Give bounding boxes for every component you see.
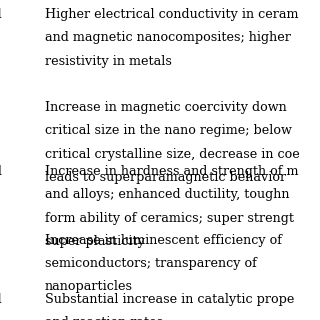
Text: nanoparticles: nanoparticles	[45, 280, 133, 293]
Text: Substantial increase in catalytic prope: Substantial increase in catalytic prope	[45, 293, 294, 306]
Text: and alloys; enhanced ductility, toughn: and alloys; enhanced ductility, toughn	[45, 188, 289, 201]
Text: critical size in the nano regime; below: critical size in the nano regime; below	[45, 124, 292, 137]
Text: leads to superparamagnetic behavior: leads to superparamagnetic behavior	[45, 171, 286, 184]
Text: Higher electrical conductivity in ceram: Higher electrical conductivity in ceram	[45, 8, 298, 21]
Text: critical crystalline size, decrease in coe: critical crystalline size, decrease in c…	[45, 148, 300, 161]
Text: semiconductors; transparency of: semiconductors; transparency of	[45, 257, 257, 270]
Text: super plasticity: super plasticity	[45, 235, 145, 248]
Text: resistivity in metals: resistivity in metals	[45, 55, 172, 68]
Text: Increase in luminescent efficiency of: Increase in luminescent efficiency of	[45, 234, 282, 247]
Text: Increase in hardness and strength of m: Increase in hardness and strength of m	[45, 165, 298, 178]
Text: form ability of ceramics; super strengt: form ability of ceramics; super strengt	[45, 212, 294, 225]
Text: and magnetic nanocomposites; higher: and magnetic nanocomposites; higher	[45, 31, 291, 44]
Text: Increase in magnetic coercivity down: Increase in magnetic coercivity down	[45, 101, 286, 114]
Text: and reaction rates: and reaction rates	[45, 316, 163, 320]
Text: al: al	[0, 8, 2, 21]
Text: ical: ical	[0, 165, 2, 178]
Text: al: al	[0, 293, 2, 306]
